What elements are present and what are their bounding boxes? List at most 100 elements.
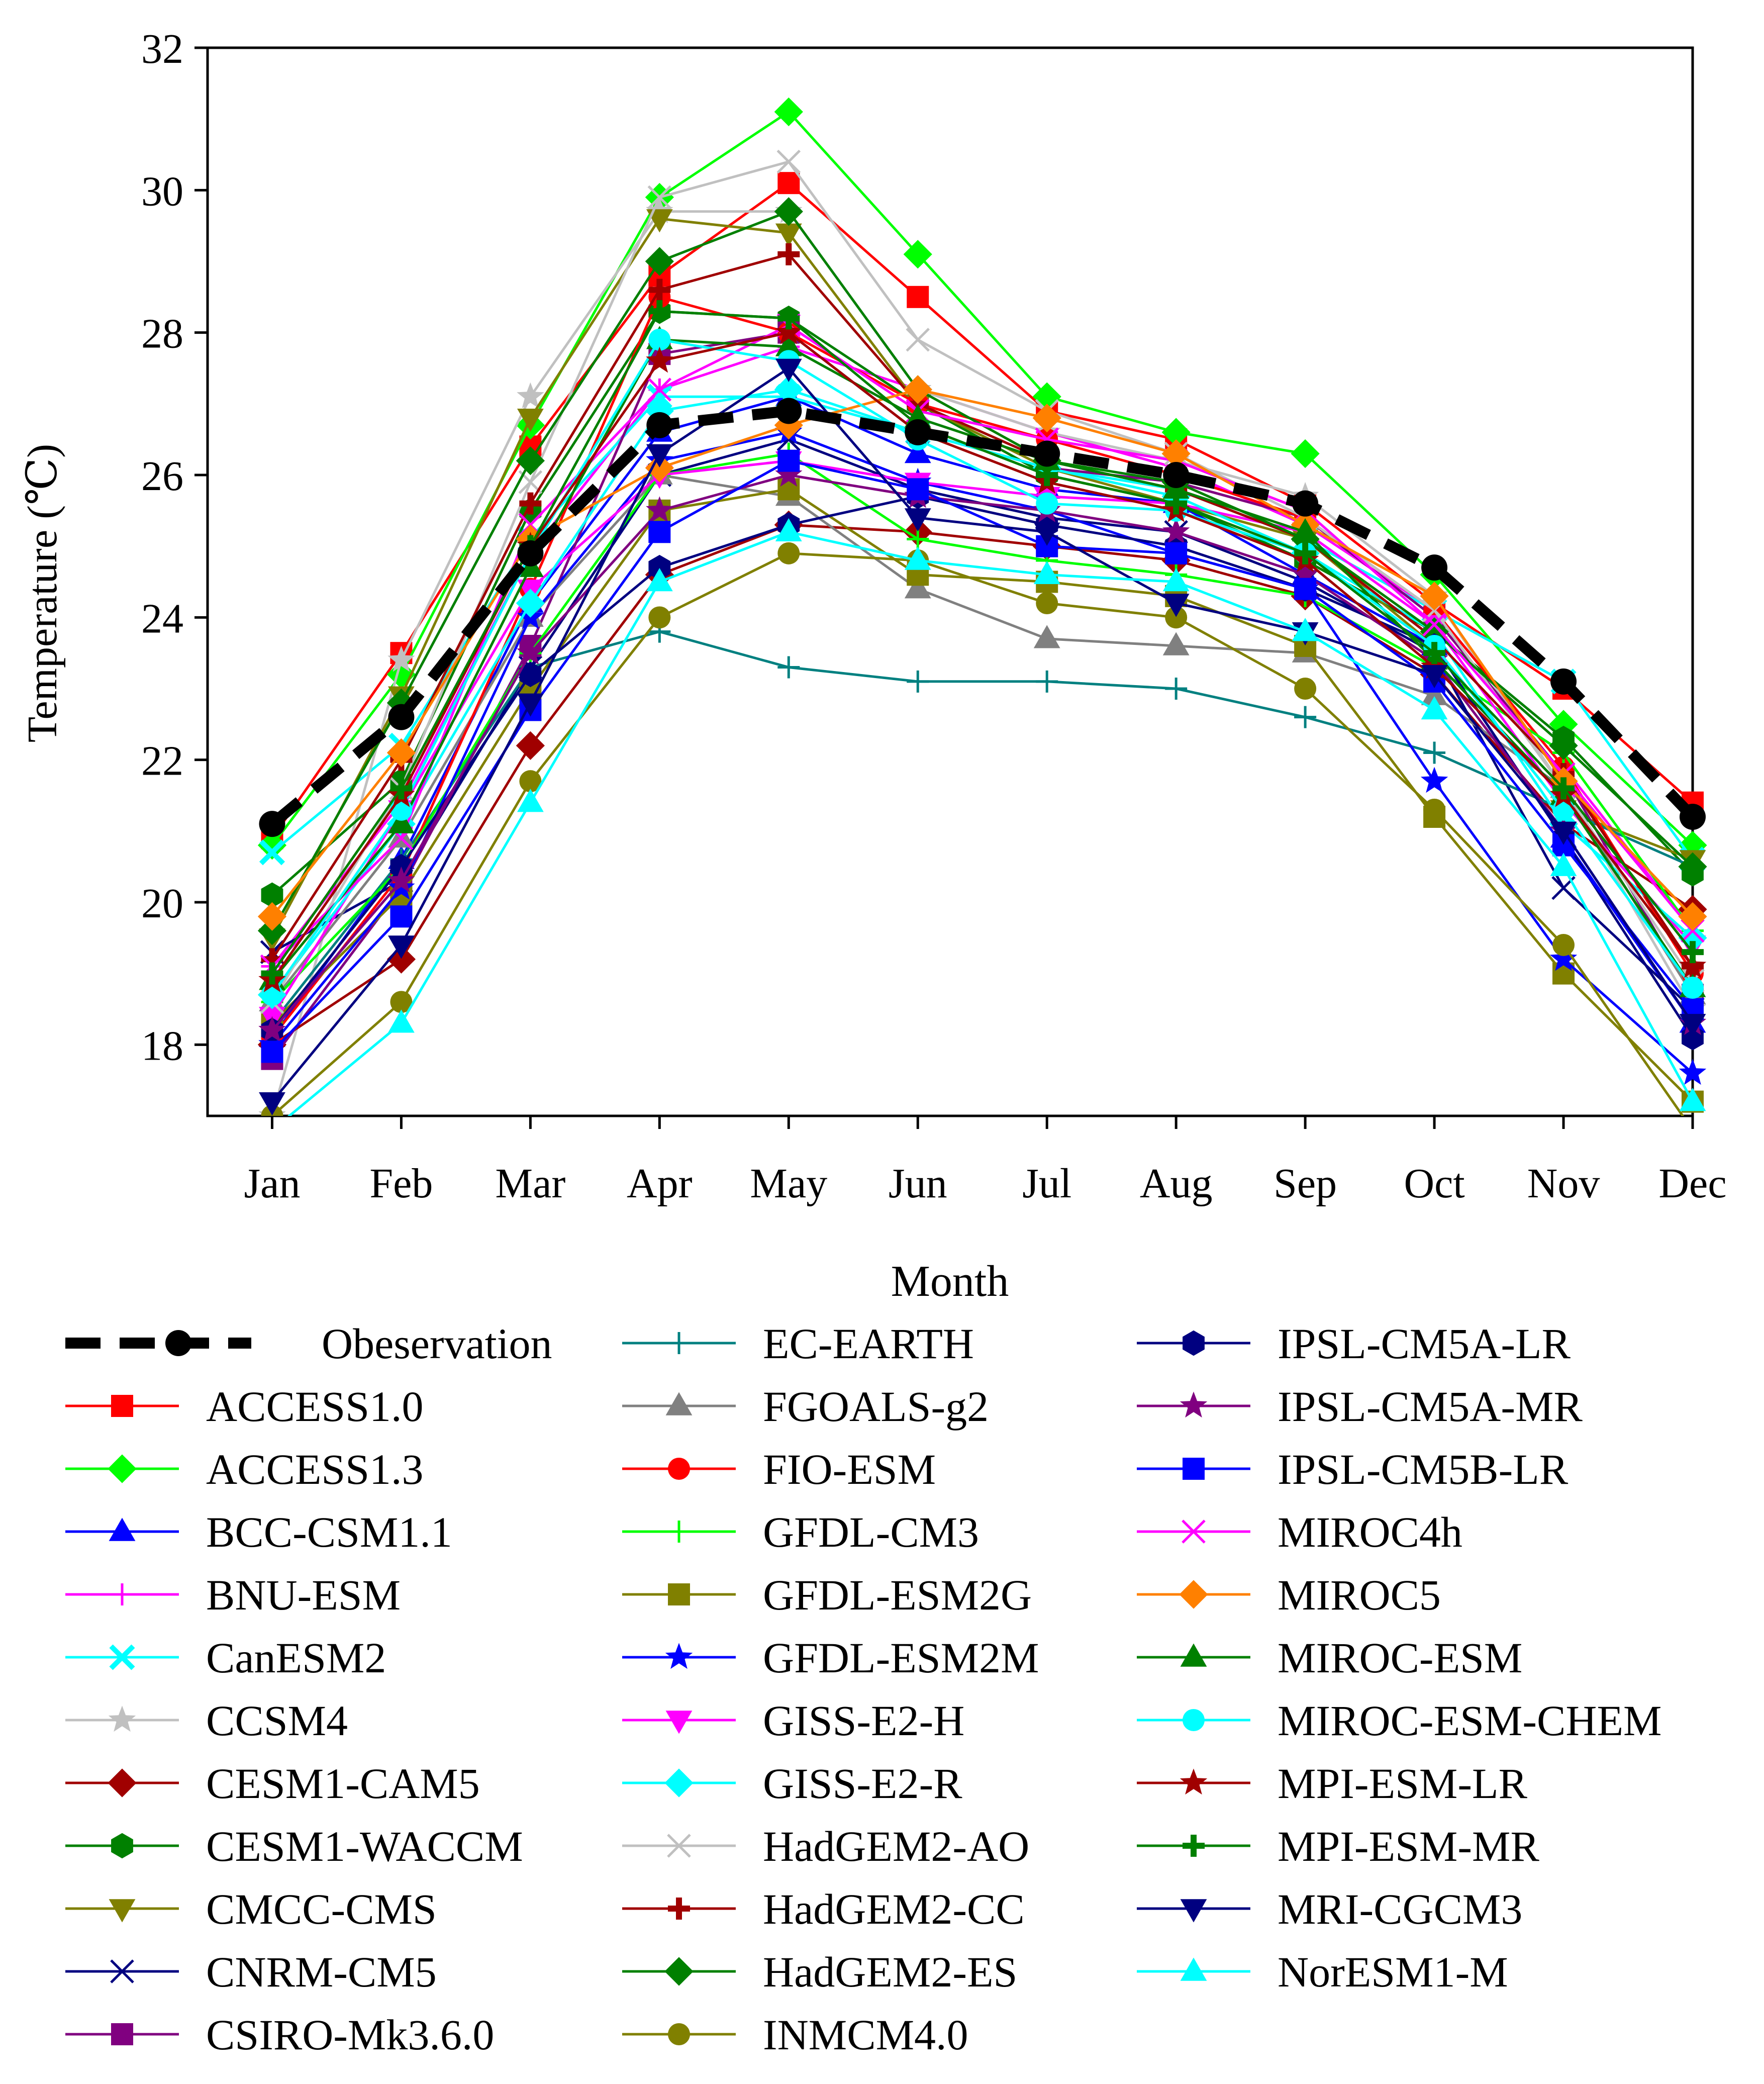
data-point bbox=[1294, 542, 1317, 564]
legend-item-mpi-esm-lr: MPI-ESM-LR bbox=[1137, 1759, 1528, 1808]
data-point bbox=[1165, 678, 1188, 700]
data-point bbox=[1036, 592, 1058, 614]
legend-item-noresm1-m: NorESM1-M bbox=[1137, 1948, 1508, 1996]
legend-item-cesm1-waccm: CESM1-WACCM bbox=[65, 1822, 523, 1870]
legend-label: ACCESS1.3 bbox=[206, 1445, 424, 1493]
data-point bbox=[1420, 582, 1449, 611]
data-point bbox=[648, 300, 671, 323]
data-point bbox=[1036, 464, 1058, 486]
legend-label: CanESM2 bbox=[206, 1634, 386, 1682]
data-point bbox=[517, 693, 544, 717]
legend-item-bcc-csm1-1: BCC-CSM1.1 bbox=[65, 1508, 452, 1556]
data-point bbox=[777, 656, 800, 679]
data-point bbox=[903, 375, 932, 404]
data-point bbox=[517, 382, 544, 409]
data-point bbox=[907, 286, 929, 308]
legend-label: GFDL-ESM2M bbox=[763, 1634, 1039, 1682]
data-point bbox=[1162, 517, 1190, 544]
series-inmcm4-0 bbox=[261, 542, 1685, 1116]
data-point bbox=[1550, 852, 1577, 876]
legend-marker bbox=[667, 1834, 691, 1858]
data-point bbox=[390, 777, 413, 800]
series-line bbox=[271, 181, 1694, 839]
data-point bbox=[775, 223, 802, 247]
data-point bbox=[906, 328, 930, 352]
legend-marker bbox=[1180, 1899, 1207, 1923]
legend-item-miroc5: MIROC5 bbox=[1137, 1571, 1441, 1619]
legend-item-giss-e2-r: GISS-E2-R bbox=[622, 1759, 962, 1808]
legend-marker bbox=[111, 2023, 133, 2045]
legend-item-bnu-esm: BNU-ESM bbox=[65, 1571, 401, 1619]
data-point bbox=[388, 810, 415, 833]
data-point bbox=[648, 328, 671, 351]
data-point bbox=[774, 375, 803, 404]
data-point bbox=[259, 1092, 285, 1116]
data-point bbox=[517, 789, 544, 812]
x-tick-label: Jul bbox=[1022, 1160, 1071, 1207]
series-line bbox=[268, 405, 1697, 828]
legend-label: IPSL-CM5B-LR bbox=[1278, 1445, 1569, 1493]
data-point bbox=[1162, 594, 1190, 617]
data-point bbox=[1550, 821, 1577, 845]
data-point bbox=[386, 738, 416, 768]
data-point bbox=[776, 149, 801, 174]
data-point bbox=[259, 811, 285, 837]
legend-label: EC-EARTH bbox=[763, 1319, 974, 1368]
legend-label: GFDL-ESM2G bbox=[763, 1571, 1032, 1619]
legend-marker bbox=[1180, 1768, 1208, 1795]
data-point bbox=[775, 518, 802, 542]
legend-marker bbox=[1183, 1709, 1205, 1731]
legend-item-hadgem2-cc: HadGEM2-CC bbox=[622, 1885, 1025, 1933]
legend-label: ACCESS1.0 bbox=[206, 1382, 424, 1431]
legend-item-ccsm4: CCSM4 bbox=[65, 1696, 348, 1745]
legend-marker bbox=[668, 1332, 690, 1354]
data-point bbox=[388, 935, 415, 959]
data-point bbox=[775, 460, 803, 487]
data-point bbox=[904, 546, 931, 570]
data-point bbox=[516, 589, 545, 618]
legend-label: CCSM4 bbox=[206, 1696, 348, 1745]
legend-label: INMCM4.0 bbox=[763, 2011, 968, 2059]
data-point bbox=[646, 209, 673, 233]
legend-item-mpi-esm-mr: MPI-ESM-MR bbox=[1137, 1822, 1540, 1870]
legend-label: GISS-E2-H bbox=[763, 1696, 964, 1745]
legend-marker bbox=[668, 1521, 690, 1543]
data-point bbox=[1294, 578, 1317, 600]
data-point bbox=[904, 440, 931, 463]
legend-item-cesm1-cam5: CESM1-CAM5 bbox=[65, 1759, 480, 1808]
series-line bbox=[271, 210, 1694, 931]
series-miroc-esm-chem bbox=[261, 328, 1704, 1006]
legend-marker bbox=[665, 1392, 693, 1415]
data-point bbox=[1422, 612, 1446, 637]
data-point bbox=[1421, 554, 1448, 581]
data-point bbox=[1033, 625, 1060, 648]
data-point bbox=[648, 606, 671, 629]
series-obeservation bbox=[259, 398, 1706, 837]
legend-marker bbox=[1180, 1391, 1208, 1418]
legend-marker bbox=[110, 1959, 134, 1983]
legend-label: IPSL-CM5A-MR bbox=[1278, 1382, 1583, 1431]
legend-marker bbox=[165, 1330, 191, 1356]
x-tick-label: Jan bbox=[244, 1160, 300, 1207]
legend-marker bbox=[1183, 1458, 1205, 1480]
data-point bbox=[775, 358, 802, 382]
data-point bbox=[261, 984, 283, 1006]
data-point bbox=[646, 496, 673, 522]
legend-marker bbox=[668, 1898, 690, 1920]
data-point bbox=[777, 478, 800, 501]
data-point bbox=[1552, 934, 1575, 956]
data-point bbox=[645, 247, 674, 276]
data-point bbox=[1423, 741, 1446, 764]
y-axis-label: Temperature (℃) bbox=[19, 444, 66, 742]
legend-label: FGOALS-g2 bbox=[763, 1382, 989, 1431]
data-point bbox=[387, 645, 415, 672]
legend-label: HadGEM2-CC bbox=[763, 1885, 1025, 1933]
data-point bbox=[775, 398, 802, 424]
data-point bbox=[646, 568, 673, 592]
data-point bbox=[646, 412, 673, 438]
data-point bbox=[1292, 618, 1319, 641]
data-point bbox=[1421, 682, 1448, 705]
legend-item-miroc-esm-chem: MIROC-ESM-CHEM bbox=[1137, 1696, 1662, 1745]
legend-marker bbox=[1182, 1520, 1206, 1544]
